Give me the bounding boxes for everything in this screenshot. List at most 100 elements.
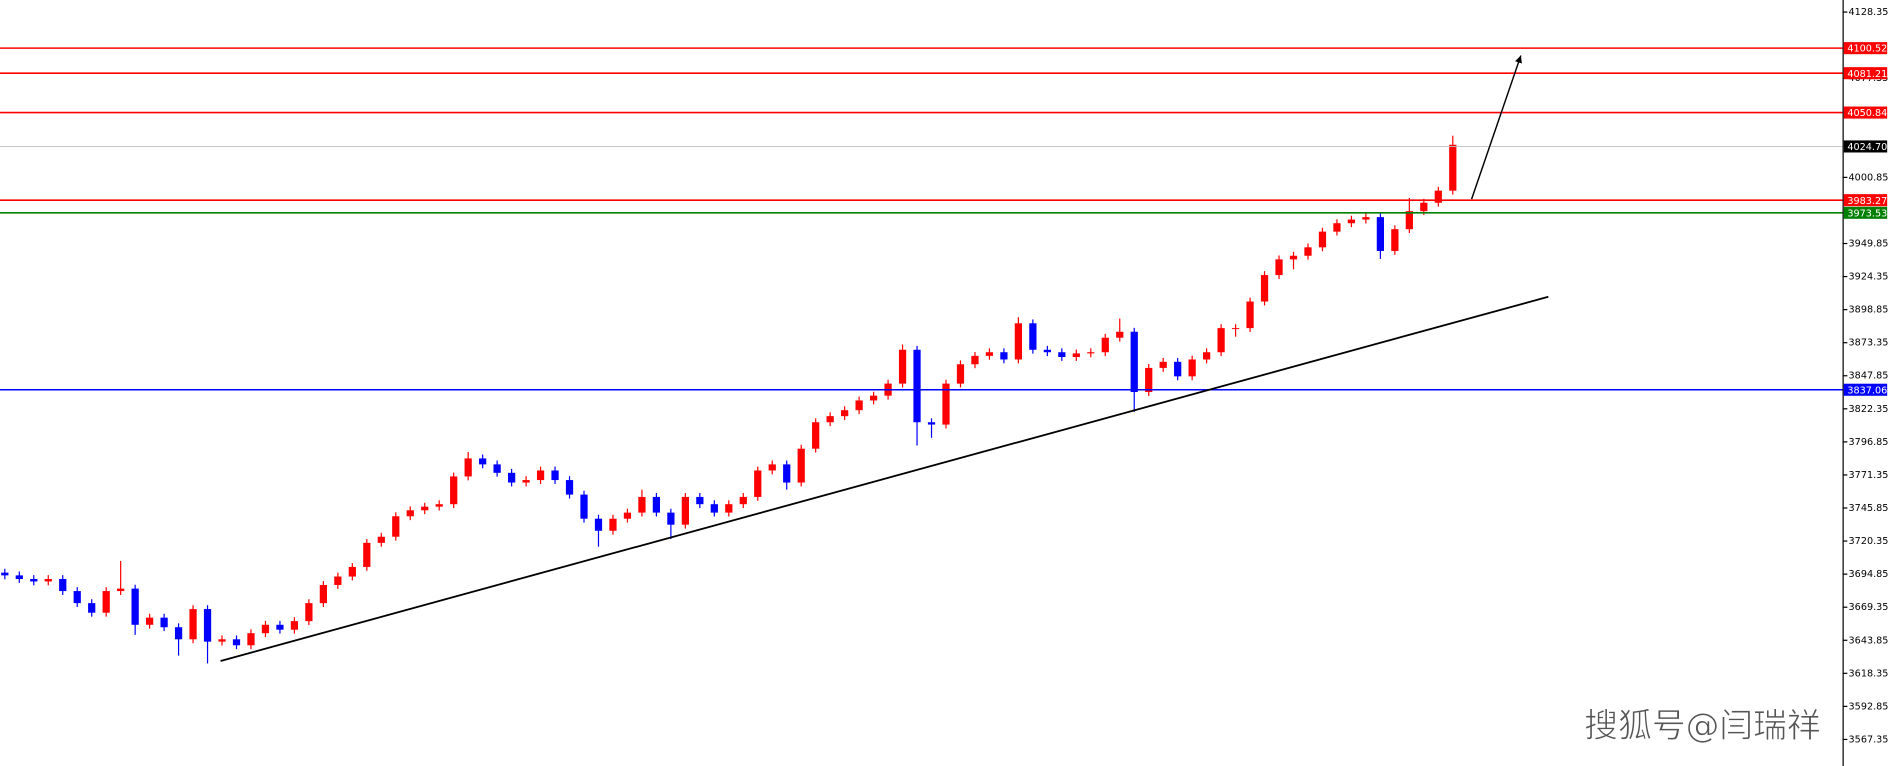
candle-body [768, 464, 776, 471]
candle-body [88, 603, 96, 613]
candle-body [102, 591, 110, 613]
candle-body [1275, 259, 1283, 276]
candle-body [218, 639, 226, 642]
candle-body [841, 410, 849, 417]
candle-body [638, 496, 646, 513]
price-level-box [1843, 383, 1888, 396]
candle-body [15, 575, 23, 580]
candle-body [623, 512, 632, 519]
candle-body [1376, 217, 1385, 251]
candle-body [174, 627, 183, 640]
candle-body [985, 352, 994, 356]
candle-body [189, 609, 197, 640]
candle-body [261, 624, 270, 634]
candle-body [507, 472, 516, 483]
candle-body [1043, 349, 1051, 353]
candle-body [1087, 352, 1095, 354]
candle-body [898, 349, 907, 384]
candle-body [145, 617, 154, 625]
projection-arrow [1470, 55, 1522, 200]
candle-body [1029, 323, 1037, 350]
candle-body [522, 480, 530, 483]
candle-body [334, 576, 342, 585]
y-tick-label: 3898.85 [1849, 305, 1889, 316]
candle-body [826, 416, 834, 423]
candle-body [869, 395, 878, 401]
candle-body [44, 579, 52, 582]
candle-body [450, 476, 458, 505]
candle-body [956, 364, 965, 384]
candle-body [1072, 353, 1080, 358]
candle-body [1101, 337, 1109, 353]
price-level-box [1843, 140, 1888, 153]
price-level-label: 3973.53 [1847, 208, 1887, 219]
y-tick-label: 3669.35 [1849, 602, 1889, 613]
watermark: 搜狐号@闫瑞祥 [1584, 706, 1820, 745]
candle-body [1203, 352, 1211, 360]
candle-body [551, 470, 559, 481]
y-tick-label: 3771.35 [1849, 470, 1889, 481]
candle-body [594, 518, 603, 531]
y-tick-label: 3796.85 [1849, 437, 1889, 448]
y-tick-label: 3873.35 [1849, 338, 1889, 349]
y-tick-label: 4128.35 [1849, 7, 1889, 18]
y-tick-label: 3822.35 [1849, 404, 1889, 415]
price-level-label: 3983.27 [1847, 196, 1887, 207]
price-level-box [1843, 106, 1888, 119]
price-level-label: 4081.21 [1847, 69, 1887, 80]
candle-body [131, 588, 139, 625]
candle-body [406, 510, 414, 517]
candle-body [1145, 367, 1153, 393]
candle-body [1188, 359, 1196, 377]
candle-body [1333, 223, 1341, 232]
price-level-box [1843, 206, 1888, 219]
candle-body [1420, 202, 1428, 212]
y-tick-label: 3924.35 [1849, 272, 1889, 283]
y-tick-label: 3618.35 [1849, 668, 1889, 679]
candle-body [305, 603, 313, 622]
price-level-label: 4050.84 [1847, 108, 1887, 119]
candle-body [725, 504, 733, 513]
candle-body [1014, 323, 1023, 360]
candle-body [493, 464, 501, 473]
candle-body [1434, 190, 1442, 203]
candle-body [117, 588, 125, 592]
candle-body [754, 470, 762, 497]
y-tick-label: 3949.85 [1849, 239, 1889, 250]
y-tick-label: 3847.85 [1849, 371, 1889, 382]
price-level-box [1843, 67, 1888, 80]
candle-body [203, 609, 212, 642]
candle-body [565, 480, 574, 495]
candle-body [232, 639, 241, 646]
price-level-label: 3837.06 [1847, 385, 1887, 396]
candle-body [1405, 211, 1413, 230]
y-tick-label: 3745.85 [1849, 503, 1889, 514]
price-level-label: 4024.70 [1847, 142, 1887, 153]
y-tick-label: 3643.85 [1849, 635, 1889, 646]
candle-body [913, 349, 921, 423]
candle-body [783, 464, 791, 483]
candle-body [667, 512, 675, 525]
candle-body [1, 572, 9, 576]
candle-body [1304, 247, 1312, 256]
candle-body [681, 496, 689, 525]
candle-body [1246, 301, 1254, 329]
candle-body [652, 496, 661, 513]
y-tick-label: 4000.85 [1849, 172, 1889, 183]
candle-body [710, 504, 718, 513]
candle-body [363, 542, 371, 567]
candle-body [1318, 231, 1327, 248]
candle-body [580, 494, 588, 519]
candle-body [1260, 275, 1269, 302]
candle-body [855, 400, 863, 411]
candle-body [319, 584, 327, 604]
candle-body [59, 579, 67, 592]
candle-body [1159, 361, 1167, 368]
candle-body [160, 617, 168, 628]
y-tick-label: 3592.85 [1849, 701, 1889, 712]
y-tick-label: 3567.35 [1849, 734, 1889, 745]
candle-body [1174, 361, 1182, 377]
candle-body [1362, 217, 1370, 220]
y-tick-label: 3720.35 [1849, 536, 1889, 547]
